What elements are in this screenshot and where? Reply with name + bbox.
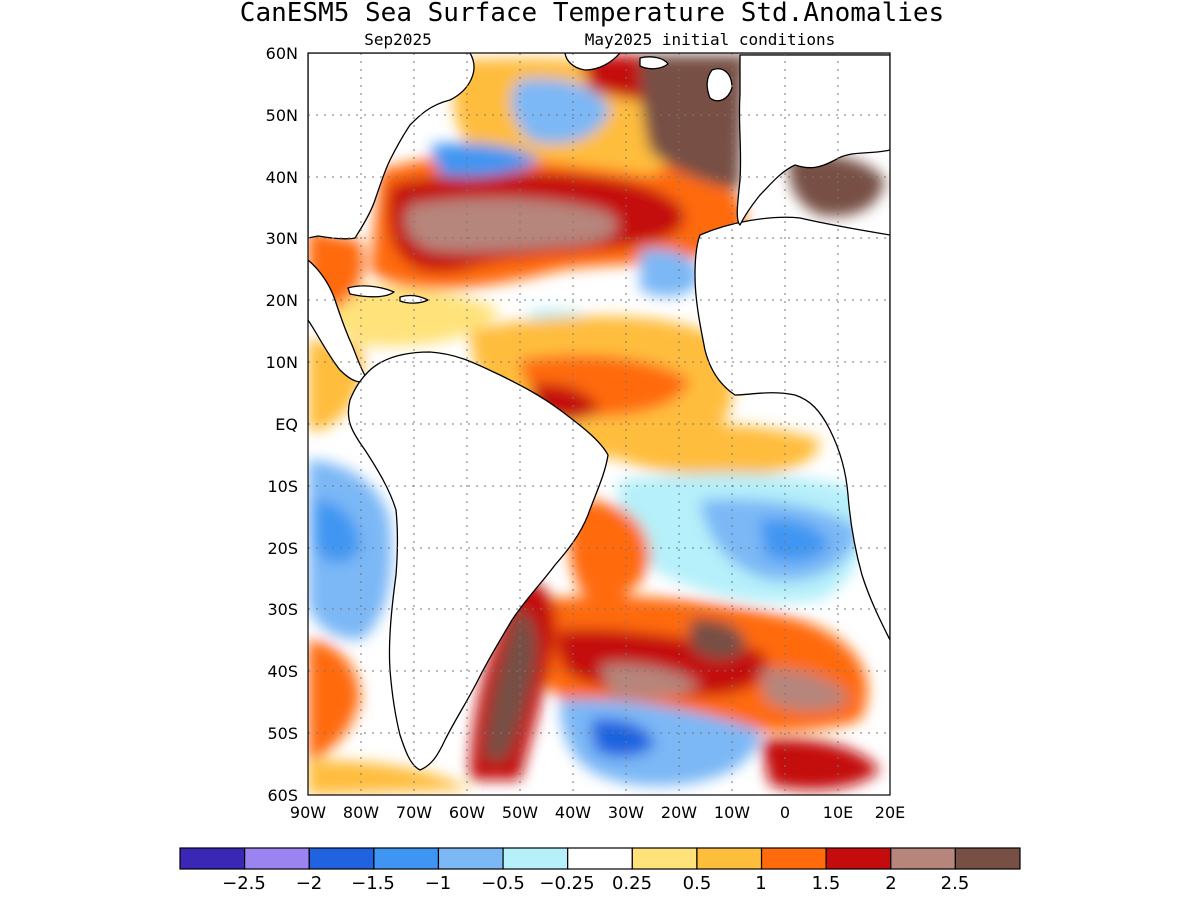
iceland <box>639 56 669 70</box>
lat-label: 60S <box>267 786 298 805</box>
colorbar-swatch <box>567 847 633 870</box>
africa <box>694 216 890 641</box>
anomaly-patch <box>485 610 537 760</box>
colorbar-tick-label: 0.5 <box>683 873 712 894</box>
lat-label: 40S <box>267 662 298 681</box>
colorbar-tick-label: −2.5 <box>222 873 266 894</box>
lon-label: 60W <box>449 803 485 822</box>
latitude-axis: 60N 50N 40N 30N 20N 10N EQ 10S 20S 30S 4… <box>266 44 298 805</box>
colorbar-tick-label: 2.5 <box>941 873 970 894</box>
anomaly-patch <box>308 640 360 760</box>
lat-label: EQ <box>275 415 298 434</box>
lat-label: 40N <box>266 168 298 187</box>
lon-label: 30W <box>608 803 644 822</box>
map-title: CanESM5 Sea Surface Temperature Std.Anom… <box>240 0 944 28</box>
colorbar-swatch <box>179 847 246 870</box>
colorbar-tick-label: 1.5 <box>812 873 841 894</box>
british-isles <box>706 68 733 102</box>
anomaly-patch <box>640 248 700 297</box>
lat-label: 10S <box>267 477 298 496</box>
initial-conditions-label: May2025 initial conditions <box>585 30 835 49</box>
anomaly-patch <box>315 500 360 563</box>
greenland <box>564 53 621 71</box>
colorbar-swatch <box>890 847 956 870</box>
forecast-month: Sep2025 <box>364 30 431 49</box>
north-america <box>308 53 475 240</box>
longitude-axis: 90W 80W 70W 60W 50W 40W 30W 20W 10W 0 10… <box>290 803 905 822</box>
colorbar-tick-label: 0.25 <box>612 873 652 894</box>
anomaly-patch <box>590 423 820 477</box>
map-plot-area <box>308 53 890 795</box>
colorbar-swatch <box>437 847 504 870</box>
lon-label: 20W <box>661 803 697 822</box>
lon-label: 70W <box>396 803 432 822</box>
south-america <box>347 351 609 771</box>
anomaly-patch <box>568 500 650 600</box>
anomaly-patch <box>405 198 618 253</box>
lon-label: 90W <box>290 803 326 822</box>
anomaly-patch <box>760 738 880 790</box>
map-frame <box>307 52 891 796</box>
anomaly-patch <box>788 153 885 217</box>
lat-label: 60N <box>266 44 298 63</box>
colorbar-swatch <box>954 847 1021 870</box>
central-america <box>308 259 369 383</box>
lat-label: 50S <box>267 724 298 743</box>
anomaly-patch <box>430 143 540 177</box>
graticule <box>308 53 890 795</box>
lon-label: 0 <box>780 803 790 822</box>
lat-label: 20N <box>266 291 298 310</box>
colorbar <box>179 847 1021 870</box>
lon-label: 40W <box>555 803 591 822</box>
colorbar-swatch <box>760 847 827 870</box>
anomaly-patch <box>760 669 850 712</box>
cuba-island <box>347 285 395 298</box>
land-masses <box>308 53 890 771</box>
anomaly-patch <box>760 518 830 562</box>
lat-label: 50N <box>266 106 298 125</box>
anomaly-patch <box>511 78 610 144</box>
lon-label: 50W <box>502 803 538 822</box>
colorbar-swatch <box>373 847 440 870</box>
lat-label: 30S <box>267 600 298 619</box>
colorbar-swatch <box>308 847 375 870</box>
lat-label: 30N <box>266 229 298 248</box>
lon-label: 10W <box>714 803 750 822</box>
colorbar-tick-label: −2 <box>296 873 323 894</box>
colorbar-swatch <box>244 847 310 870</box>
anomaly-patch <box>590 718 655 757</box>
lon-label: 80W <box>343 803 379 822</box>
colorbar-tick-label: −0.25 <box>539 873 594 894</box>
europe <box>736 54 890 226</box>
anomaly-patch <box>308 760 470 795</box>
colorbar-swatch <box>502 847 569 870</box>
anomaly-patch <box>320 286 500 347</box>
anomaly-patch <box>600 663 700 698</box>
colorbar-labels: −2.5 −2 −1.5 −1 −0.5 −0.25 0.25 0.5 1 1.… <box>222 873 969 894</box>
lat-label: 10N <box>266 353 298 372</box>
colorbar-swatch <box>631 847 698 870</box>
lon-label: 10E <box>823 803 853 822</box>
colorbar-swatch <box>696 847 763 870</box>
colorbar-tick-label: 1 <box>755 873 766 894</box>
lon-label: 20E <box>875 803 905 822</box>
colorbar-tick-label: 2 <box>885 873 896 894</box>
colorbar-swatch <box>825 847 892 870</box>
hispaniola-island <box>399 294 429 304</box>
colorbar-tick-label: −1 <box>425 873 452 894</box>
lat-label: 20S <box>267 539 298 558</box>
colorbar-tick-label: −0.5 <box>481 873 525 894</box>
colorbar-tick-label: −1.5 <box>351 873 395 894</box>
